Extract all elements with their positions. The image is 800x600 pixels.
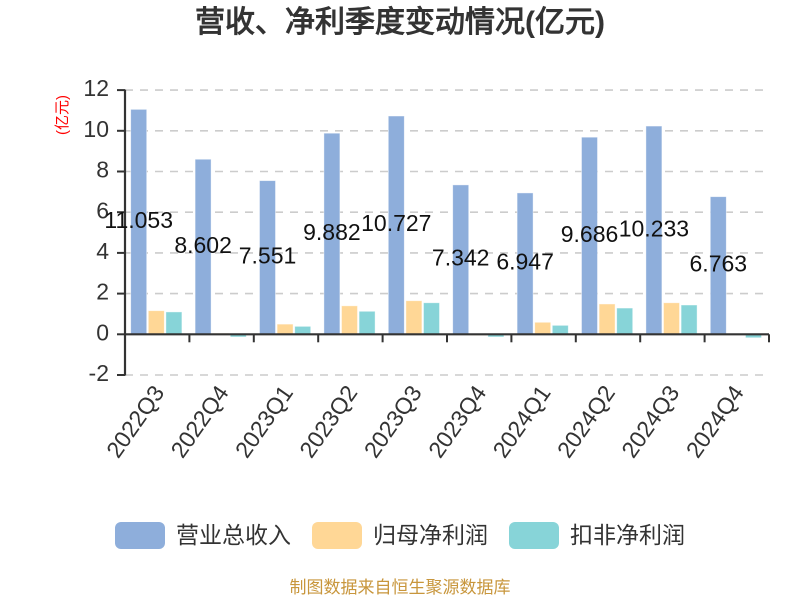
bar-2024Q2-2[interactable]	[616, 307, 634, 335]
bar-2024Q3-2[interactable]	[680, 304, 698, 335]
y-axis-tick-label: 6	[96, 197, 109, 223]
bars	[130, 108, 762, 339]
data-source-footer: 制图数据来自恒生聚源数据库	[289, 578, 511, 597]
bar-2022Q3-1[interactable]	[147, 310, 165, 335]
bar-2024Q2-1[interactable]	[598, 303, 616, 335]
data-label-2024Q2: 9.686	[561, 221, 619, 247]
x-axis-label-2024Q3: 2024Q3	[616, 380, 684, 462]
bar-2023Q1-2[interactable]	[294, 325, 312, 335]
y-axis-tick-label: -2	[89, 360, 109, 386]
bar-2023Q1-1[interactable]	[276, 323, 294, 335]
x-axis-label-2023Q1: 2023Q1	[230, 380, 298, 462]
x-axis-label-2024Q2: 2024Q2	[552, 380, 620, 462]
x-axis-label-2024Q1: 2024Q1	[487, 380, 555, 462]
bar-2024Q1-2[interactable]	[551, 324, 569, 335]
y-axis-tick-label: 0	[96, 319, 109, 345]
legend-item-net-profit[interactable]: 归母净利润	[312, 521, 488, 550]
x-axis-label-2023Q3: 2023Q3	[359, 380, 427, 462]
y-axis-tick-label: 8	[96, 157, 109, 183]
legend-item-revenue[interactable]: 营业总收入	[115, 521, 291, 550]
data-label-2023Q2: 9.882	[303, 219, 361, 245]
y-axis-unit-label: (亿元)	[54, 95, 71, 135]
bar-2023Q3-1[interactable]	[405, 300, 423, 335]
legend-label-revenue: 营业总收入	[176, 522, 291, 548]
legend-label-net-profit: 归母净利润	[373, 522, 488, 548]
legend-item-deducted-net-profit[interactable]: 扣非净利润	[509, 521, 685, 550]
x-axis-label-2022Q3: 2022Q3	[101, 380, 169, 462]
y-axis-tick-label: 2	[96, 279, 109, 305]
data-label-2022Q4: 8.602	[174, 232, 232, 258]
data-label-2024Q3: 10.233	[619, 215, 689, 241]
x-axis-label-2022Q4: 2022Q4	[165, 380, 233, 462]
x-axis-label-2024Q4: 2024Q4	[681, 380, 749, 462]
x-axis-label-2023Q4: 2023Q4	[423, 380, 491, 462]
data-label-2022Q3: 11.053	[104, 207, 173, 233]
x-axis-label-2023Q2: 2023Q2	[294, 380, 362, 462]
data-label-2023Q1: 7.551	[239, 243, 297, 269]
data-label-2023Q3: 10.727	[361, 210, 431, 236]
legend-label-deducted-net-profit: 扣非净利润	[570, 522, 685, 548]
bar-2022Q3-2[interactable]	[165, 311, 183, 335]
y-axis-tick-label: 10	[83, 116, 109, 142]
bar-2023Q3-2[interactable]	[423, 302, 440, 335]
legend: 营业总收入 归母净利润 扣非净利润	[0, 521, 800, 550]
bar-2023Q2-2[interactable]	[358, 310, 376, 335]
gridlines	[125, 89, 768, 376]
chart-title: 营收、净利季度变动情况(亿元)	[195, 6, 605, 39]
legend-swatch-net-profit	[312, 522, 362, 549]
data-label-2024Q1: 6.947	[496, 249, 554, 275]
bar-2023Q2-1[interactable]	[341, 305, 358, 335]
legend-swatch-deducted-net-profit	[509, 522, 559, 549]
bar-2024Q1-1[interactable]	[534, 321, 552, 335]
legend-swatch-revenue	[115, 522, 165, 549]
data-label-2024Q4: 6.763	[690, 251, 748, 277]
y-axis-tick-label: 4	[96, 238, 109, 264]
data-label-2023Q4: 7.342	[432, 245, 490, 271]
bar-2024Q3-1[interactable]	[663, 302, 680, 335]
y-axis-tick-label: 12	[83, 75, 109, 101]
